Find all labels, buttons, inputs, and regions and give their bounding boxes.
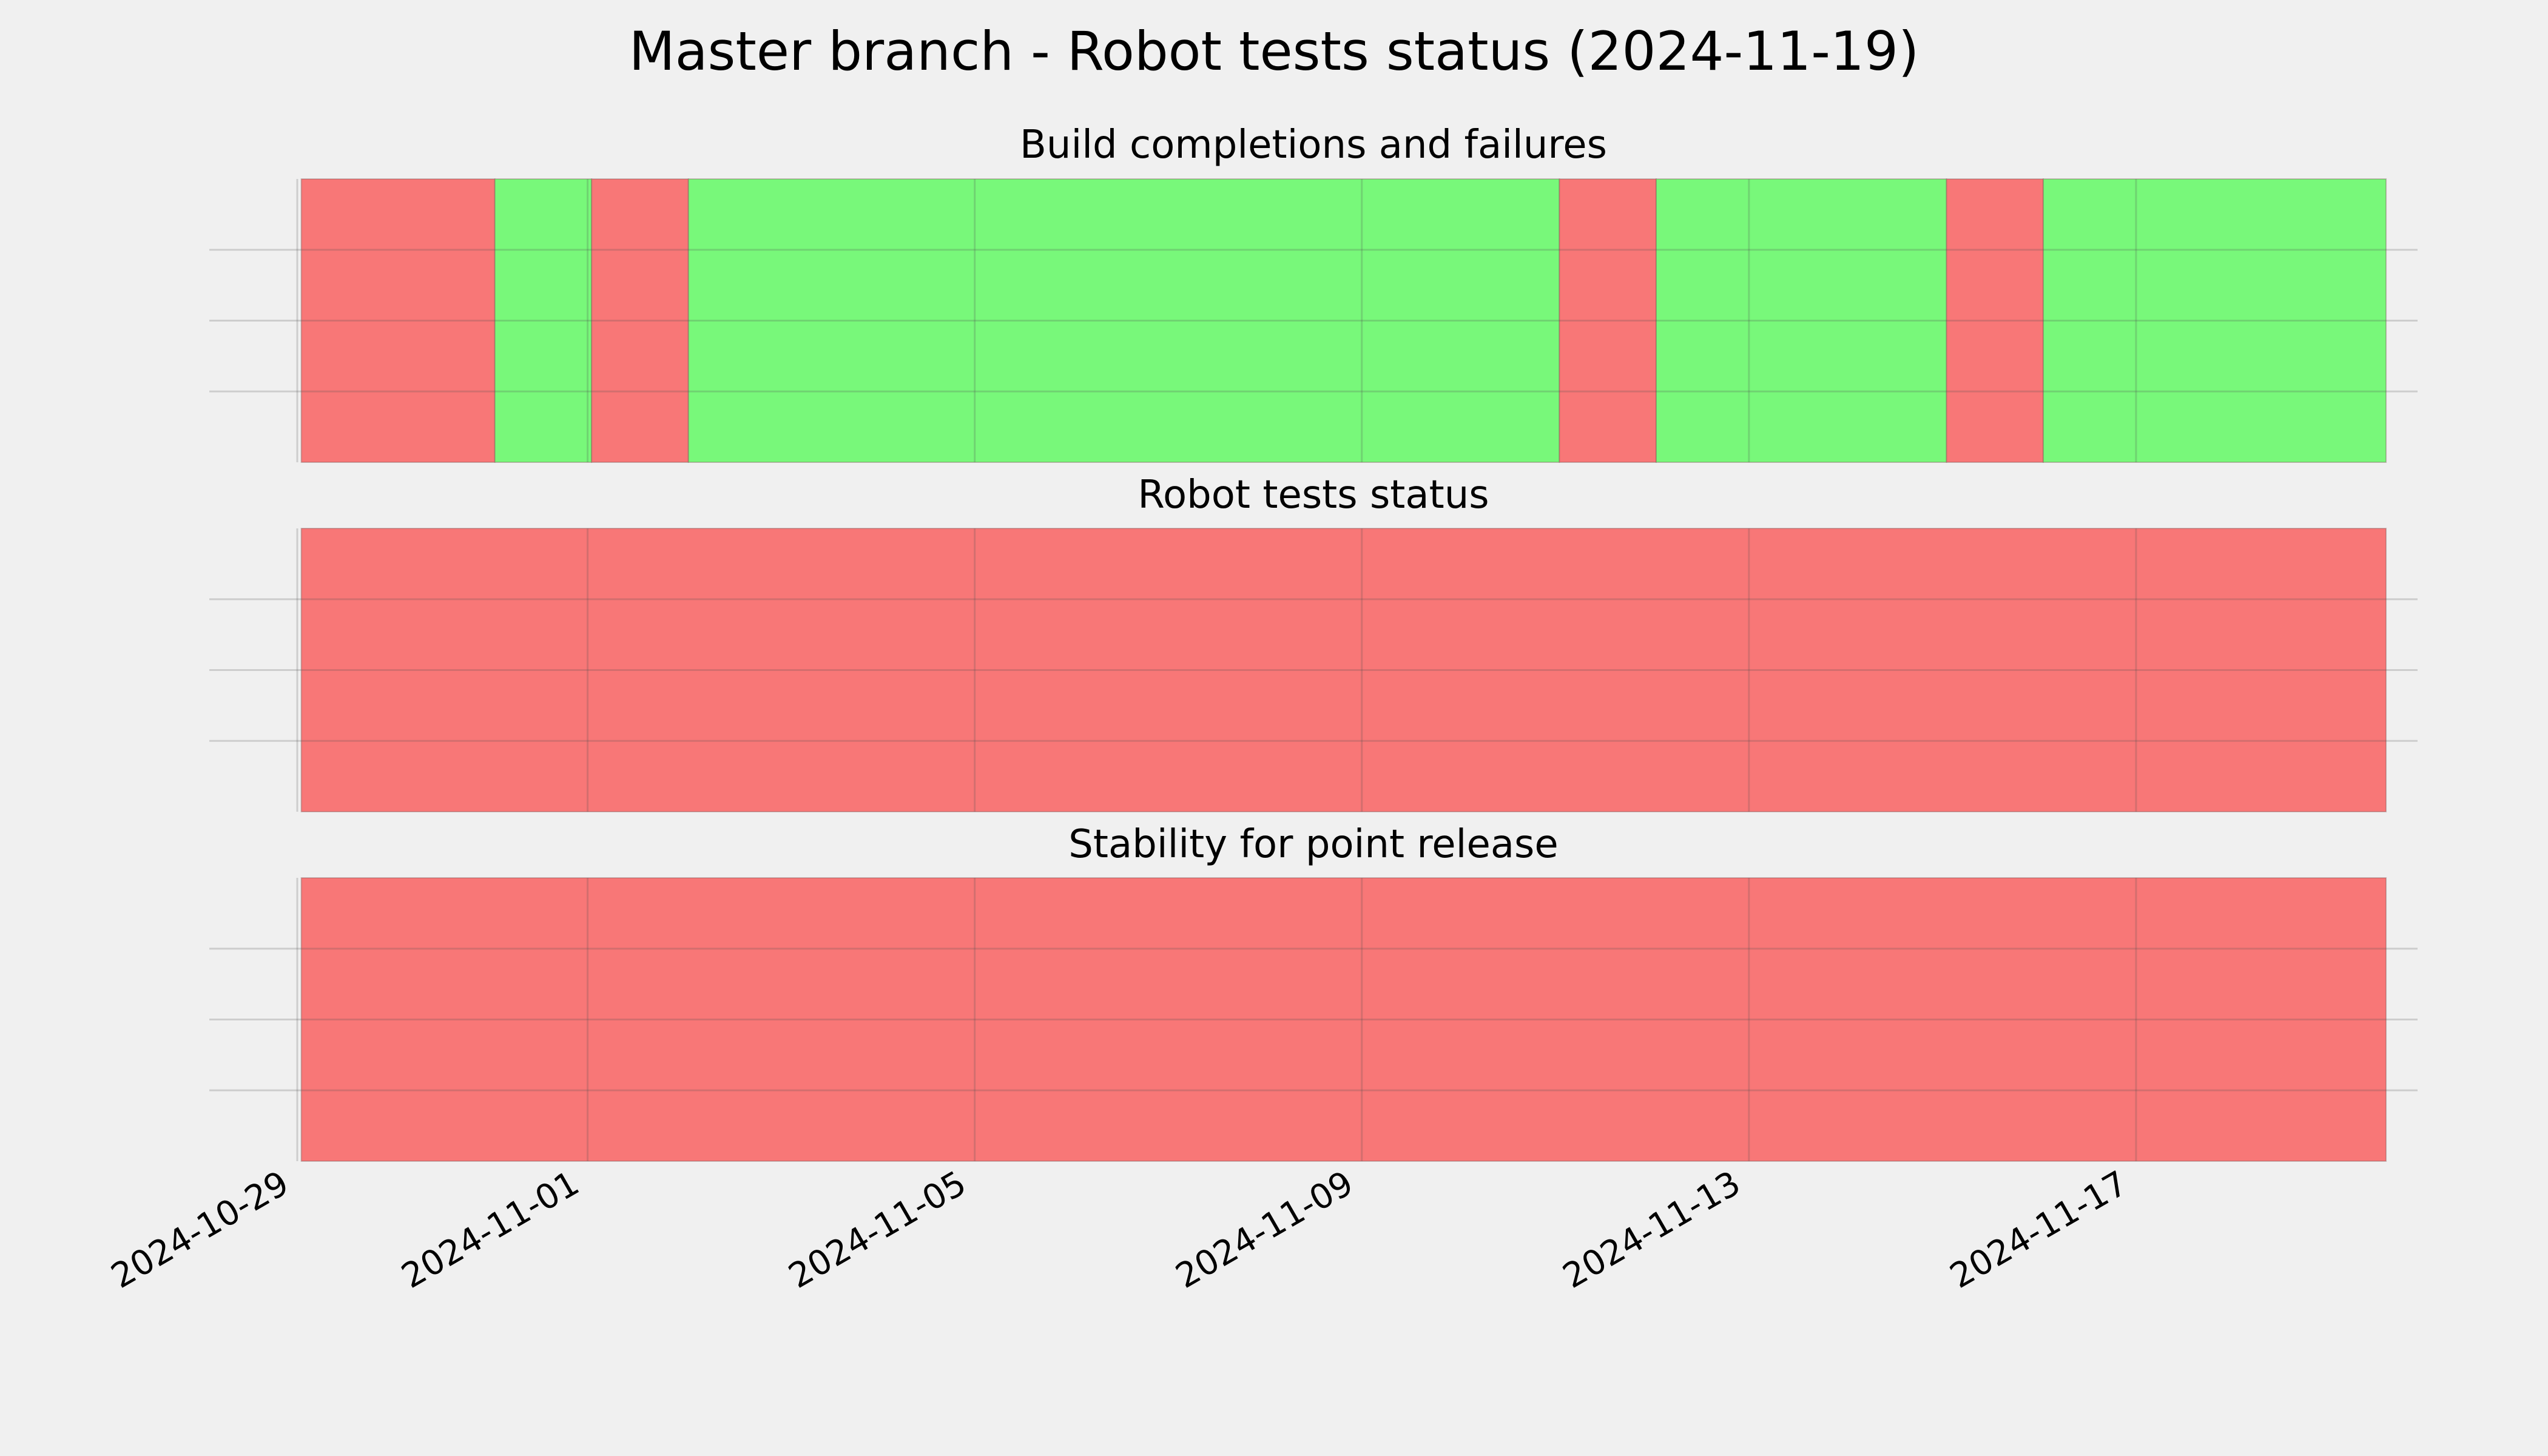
panel-stability: Stability for point release (209, 822, 2418, 1162)
panel-stability-plot (209, 877, 2418, 1162)
chart-title: Master branch - Robot tests status (2024… (629, 20, 1919, 83)
status-segment-fail (300, 528, 2387, 812)
panel-title-build: Build completions and failures (1020, 123, 1607, 167)
status-segment-fail (300, 178, 496, 463)
status-segment-pass (1655, 178, 1947, 463)
panel-title-robot-tests: Robot tests status (1138, 473, 1489, 517)
status-segment-fail (591, 178, 689, 463)
status-segment-fail (1946, 178, 2044, 463)
status-segment-fail (1559, 178, 1657, 463)
status-segment-pass (687, 178, 1560, 463)
panel-build-plot (209, 178, 2418, 463)
status-segment-fail (300, 877, 2387, 1162)
status-segment-pass (2043, 178, 2387, 463)
panel-robot-tests: Robot tests status (209, 473, 2418, 812)
panel-robot-tests-plot (209, 528, 2418, 812)
panel-title-stability: Stability for point release (1068, 822, 1559, 867)
panel-build: Build completions and failures (209, 123, 2418, 463)
